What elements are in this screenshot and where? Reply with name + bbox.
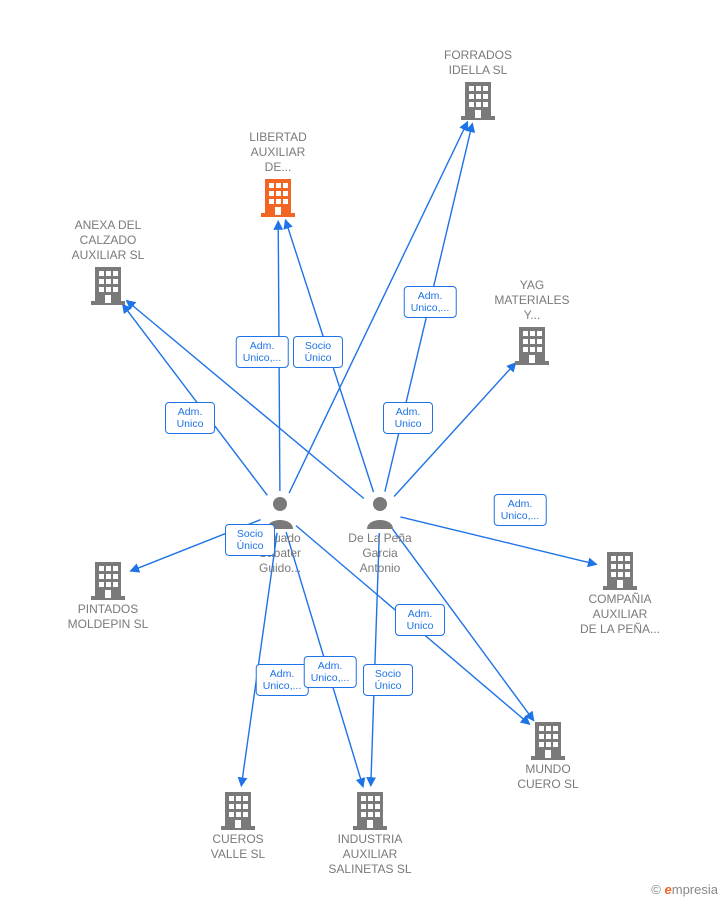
edge-label-aguado-to-cueros: Adm. Unico,... xyxy=(256,664,309,696)
edge-label-aguado-to-industria: Adm. Unico,... xyxy=(304,656,357,688)
copyright-symbol: © xyxy=(651,882,661,897)
node-compania[interactable]: COMPAÑIA AUXILIAR DE LA PEÑA... xyxy=(560,550,680,637)
node-industria[interactable]: INDUSTRIA AUXILIAR SALINETAS SL xyxy=(310,790,430,877)
edge-label-aguado-to-anexa: Adm. Unico xyxy=(165,402,215,434)
node-label-yag: YAG MATERIALES Y... xyxy=(472,278,592,323)
node-cueros[interactable]: CUEROS VALLE SL xyxy=(178,790,298,862)
edge-label-delapena-to-yag: Adm. Unico xyxy=(383,402,433,434)
node-label-forrados: FORRADOS IDELLA SL xyxy=(418,48,538,78)
edge-label-delapena-to-compania: Adm. Unico,... xyxy=(494,494,547,526)
diagram-canvas: LIBERTAD AUXILIAR DE... FORRADOS IDELLA … xyxy=(0,0,728,905)
node-forrados[interactable]: FORRADOS IDELLA SL xyxy=(418,48,538,120)
building-icon xyxy=(178,790,298,830)
building-icon xyxy=(418,80,538,120)
node-libertad[interactable]: LIBERTAD AUXILIAR DE... xyxy=(218,130,338,217)
node-label-anexa: ANEXA DEL CALZADO AUXILIAR SL xyxy=(48,218,168,263)
watermark: © empresia xyxy=(651,882,718,897)
node-label-cueros: CUEROS VALLE SL xyxy=(178,832,298,862)
node-mundo[interactable]: MUNDO CUERO SL xyxy=(488,720,608,792)
edge-label-aguado-to-pintados: Socio Único xyxy=(225,524,275,556)
node-anexa[interactable]: ANEXA DEL CALZADO AUXILIAR SL xyxy=(48,218,168,305)
building-icon xyxy=(48,560,168,600)
node-label-pintados: PINTADOS MOLDEPIN SL xyxy=(48,602,168,632)
node-label-libertad: LIBERTAD AUXILIAR DE... xyxy=(218,130,338,175)
edges-layer xyxy=(0,0,728,905)
building-icon xyxy=(488,720,608,760)
node-label-mundo: MUNDO CUERO SL xyxy=(488,762,608,792)
edge-label-delapena-to-mundo: Adm. Unico xyxy=(395,604,445,636)
node-label-compania: COMPAÑIA AUXILIAR DE LA PEÑA... xyxy=(560,592,680,637)
person-icon xyxy=(320,495,440,529)
brand-rest: mpresia xyxy=(672,882,718,897)
node-label-delapena: De La Peña Garcia Antonio xyxy=(320,531,440,576)
node-yag[interactable]: YAG MATERIALES Y... xyxy=(472,278,592,365)
edge-label-delapena-to-industria: Socio Único xyxy=(363,664,413,696)
node-delapena[interactable]: De La Peña Garcia Antonio xyxy=(320,495,440,576)
edge-label-delapena-to-forrados: Adm. Unico,... xyxy=(404,286,457,318)
building-icon xyxy=(48,265,168,305)
edge-label-delapena-to-libertad: Socio Único xyxy=(293,336,343,368)
node-label-industria: INDUSTRIA AUXILIAR SALINETAS SL xyxy=(310,832,430,877)
building-icon xyxy=(310,790,430,830)
edge-delapena-to-anexa xyxy=(126,300,364,498)
building-icon xyxy=(218,177,338,217)
brand-accent: e xyxy=(665,882,672,897)
node-pintados[interactable]: PINTADOS MOLDEPIN SL xyxy=(48,560,168,632)
edge-aguado-to-anexa xyxy=(123,304,268,495)
edge-label-aguado-to-libertad: Adm. Unico,... xyxy=(236,336,289,368)
building-icon xyxy=(472,325,592,365)
building-icon xyxy=(560,550,680,590)
